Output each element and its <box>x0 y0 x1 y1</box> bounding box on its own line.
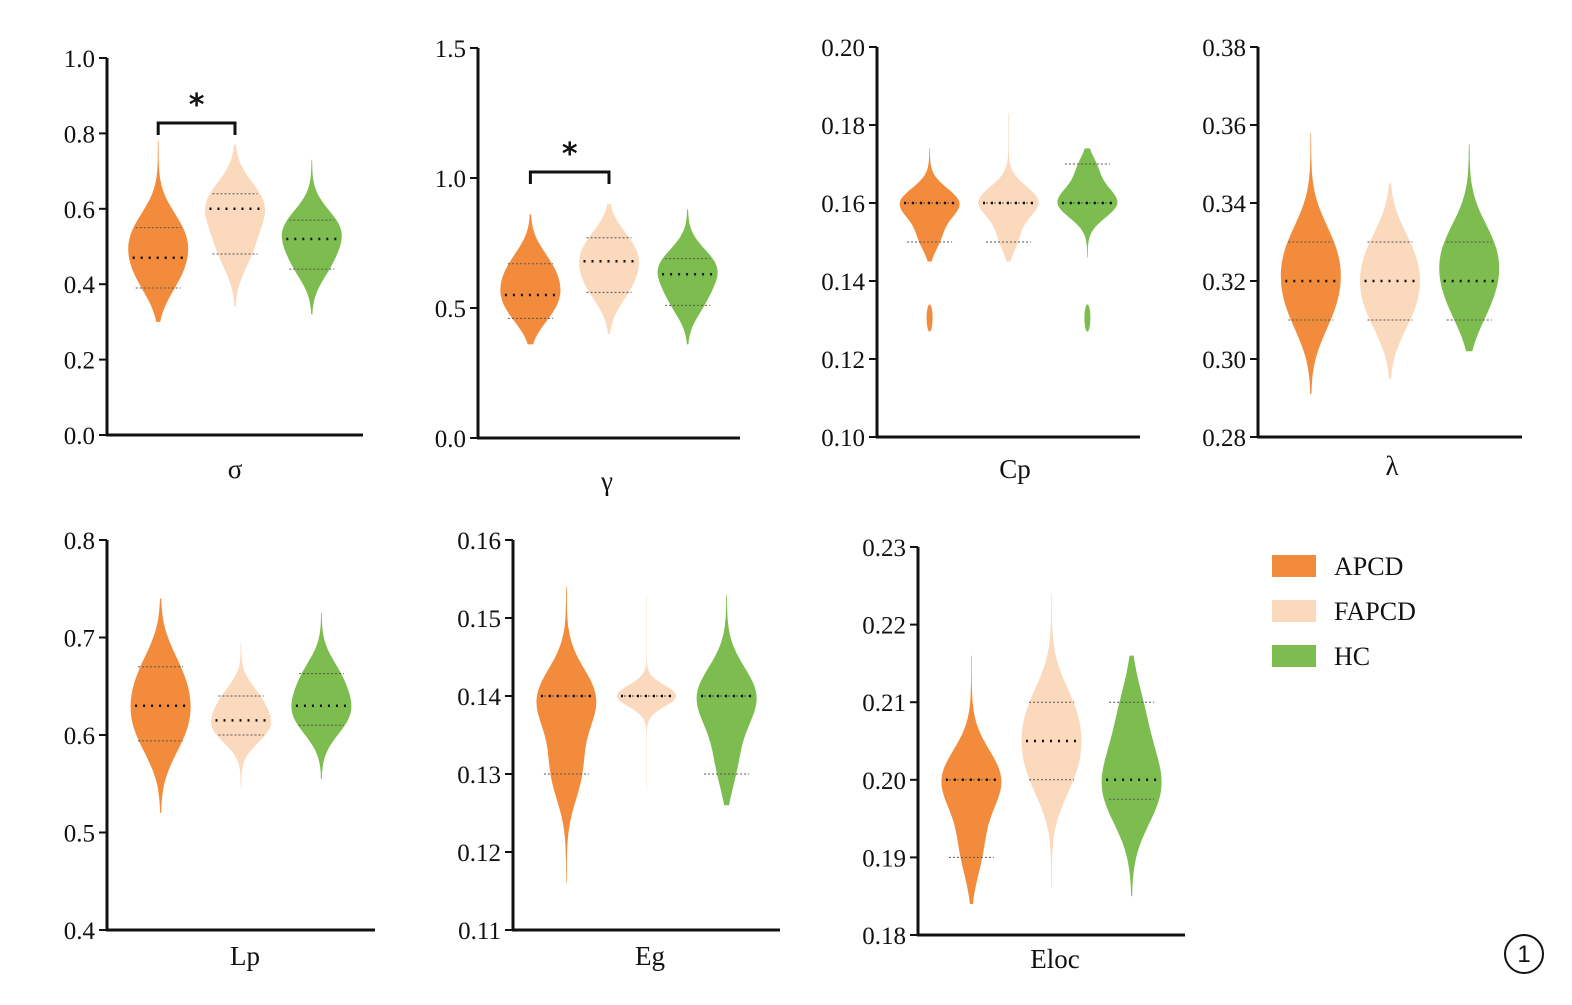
y-tick-label: 0.14 <box>457 684 501 711</box>
legend-swatch-fapcd <box>1272 600 1316 622</box>
y-tick-label: 0.2 <box>64 348 95 375</box>
y-tick-label: 0.20 <box>821 35 865 62</box>
y-tick-label: 0.0 <box>435 426 466 453</box>
significance-bracket <box>528 170 611 184</box>
y-tick-label: 0.22 <box>862 613 906 640</box>
y-tick-label: 1.5 <box>435 36 466 63</box>
y-tick-label: 0.16 <box>821 191 865 218</box>
panel-number-circle <box>1504 934 1544 974</box>
violin-fapcd <box>579 204 639 334</box>
y-tick-label: 0.34 <box>1202 191 1246 218</box>
x-axis-label: Eloc <box>1030 944 1079 974</box>
violin-apcd <box>536 586 597 884</box>
legend: APCD FAPCD HC <box>1272 552 1416 671</box>
violin-apcd <box>500 214 561 345</box>
legend-label-hc: HC <box>1334 642 1370 671</box>
y-tick-label: 0.4 <box>64 272 96 299</box>
chart-panel-5: 0.4 0.5 0.6 0.7 0.8 Lp <box>64 528 375 971</box>
legend-label-fapcd: FAPCD <box>1334 597 1416 626</box>
y-tick-label: 0.16 <box>457 528 501 555</box>
y-tick-label: 0.23 <box>862 535 906 562</box>
x-axis-label: γ <box>600 466 613 496</box>
y-tick-label: 0.12 <box>821 347 865 374</box>
violin-fapcd <box>616 594 677 790</box>
y-tick-label: 0.5 <box>64 821 95 848</box>
legend-swatch-hc <box>1272 645 1316 667</box>
violin-hc <box>1101 655 1162 897</box>
chart-panels: 0.00.20.40.60.81.0σ*0.00.51.01.5γ*0.100.… <box>64 35 1522 974</box>
x-axis-label: Lp <box>230 941 260 971</box>
chart-panel-1: 0.0 0.2 0.4 0.6 0.8 1.0 σ * <box>64 46 363 484</box>
violin-apcd <box>899 148 960 262</box>
y-tick-label: 0.8 <box>64 121 95 148</box>
significance-bracket <box>156 121 237 135</box>
y-tick-label: 0.30 <box>1202 347 1246 374</box>
y-tick-label: 1.0 <box>435 166 466 193</box>
violin-hc <box>281 159 342 315</box>
y-tick-label: 0.18 <box>862 923 906 950</box>
y-tick-label: 1.0 <box>64 46 95 73</box>
chart-panel-4: 0.28 0.30 0.32 0.34 0.36 0.38 λ <box>1202 35 1522 481</box>
y-tick-label: 0.5 <box>435 296 466 323</box>
legend-label-apcd: APCD <box>1334 552 1403 581</box>
y-tick-label: 0.7 <box>64 626 95 653</box>
y-tick-label: 0.14 <box>821 269 865 296</box>
x-axis-label: λ <box>1385 451 1398 481</box>
x-axis-label: Eg <box>635 941 665 971</box>
chart-panel-2: 0.0 0.5 1.0 1.5 γ * <box>435 36 740 496</box>
chart-panel-7: 0.18 0.19 0.20 0.21 0.22 0.23 Eloc <box>862 535 1185 974</box>
violin-hc <box>696 594 757 806</box>
y-tick-label: 0.4 <box>64 918 96 945</box>
y-tick-label: 0.12 <box>457 840 501 867</box>
violin-apcd <box>1280 132 1341 395</box>
x-axis-label: σ <box>228 454 243 484</box>
y-tick-label: 0.6 <box>64 723 95 750</box>
y-tick-label: 0.6 <box>64 197 95 224</box>
y-tick-label: 0.36 <box>1202 113 1246 140</box>
violin-fapcd <box>211 642 271 789</box>
panel-number-label: 1 <box>1517 941 1530 968</box>
y-tick-label: 0.19 <box>862 845 906 872</box>
violin-hc <box>1439 144 1500 352</box>
y-tick-label: 0.13 <box>457 762 501 789</box>
y-tick-label: 0.8 <box>64 528 95 555</box>
significance-star: * <box>189 88 205 123</box>
violin-fapcd <box>978 113 1039 262</box>
y-tick-label: 0.0 <box>64 423 95 450</box>
legend-swatch-apcd <box>1272 555 1316 577</box>
y-tick-label: 0.28 <box>1202 425 1246 452</box>
significance-star: * <box>562 137 578 172</box>
y-tick-label: 0.15 <box>457 606 501 633</box>
violin-hc <box>291 613 352 779</box>
violin-outlier-hc <box>1084 304 1091 332</box>
panel-number: 1 <box>1504 934 1544 974</box>
y-tick-label: 0.32 <box>1202 269 1246 296</box>
y-tick-label: 0.11 <box>458 918 501 945</box>
violin-fapcd <box>205 144 265 307</box>
violin-hc <box>657 209 718 345</box>
y-tick-label: 0.20 <box>862 768 906 795</box>
x-axis-label: Cp <box>999 454 1031 484</box>
y-tick-label: 0.38 <box>1202 35 1246 62</box>
y-tick-label: 0.21 <box>862 690 906 717</box>
chart-panel-3: 0.10 0.12 0.14 0.16 0.18 0.20 Cp <box>821 35 1140 484</box>
violin-apcd <box>128 140 189 322</box>
y-tick-label: 0.10 <box>821 425 865 452</box>
chart-panel-6: 0.11 0.12 0.13 0.14 0.15 0.16 Eg <box>457 528 780 971</box>
violin-outlier-apcd <box>926 304 933 332</box>
y-tick-label: 0.18 <box>821 113 865 140</box>
